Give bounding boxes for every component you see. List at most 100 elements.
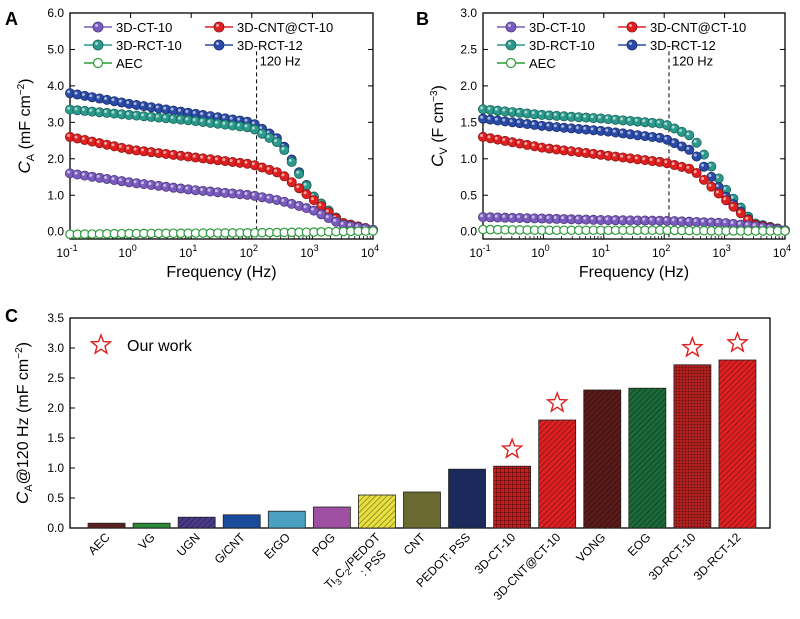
x-category-label: G/CNT [212,530,249,567]
data-point-highlight [620,130,624,134]
data-point-highlight [664,122,668,126]
x-category-label: 3D-RCT-10 [646,530,699,583]
data-point-highlight [649,119,653,123]
data-point-highlight [237,117,241,121]
data-point-highlight [597,127,601,131]
data-point-highlight [192,187,196,191]
bar-pattern [358,495,396,528]
y-tick-label: 3.0 [47,341,64,355]
y-tick-label: 2.0 [47,401,64,415]
data-point-highlight [133,180,137,184]
data-point [735,208,746,219]
y-tick-label: 1.5 [460,115,477,129]
data-point-highlight [553,124,557,128]
data-point-highlight [192,154,196,158]
data-point-highlight [568,113,572,117]
series-3d-cnt-ct-10 [65,131,378,235]
data-point-highlight [612,129,616,133]
data-point-highlight [546,123,550,127]
data-point-highlight [590,115,594,119]
legend-item: 3D-CT-10 [497,20,585,35]
bar-eog [628,387,667,529]
legend-label: 3D-CT-10 [529,20,585,35]
legend-marker [213,21,225,33]
data-point-highlight [89,108,93,112]
x-tick-label: 101 [179,243,197,260]
data-point-highlight [487,214,491,218]
data-point-highlight [170,116,174,120]
data-point-highlight [656,134,660,138]
legend-label: Our work [127,338,193,355]
data-point-highlight [222,158,226,162]
bar-pattern [178,517,216,528]
data-point-highlight [104,96,108,100]
data-point-highlight [74,107,78,111]
bar-pattern [673,364,711,528]
data-point-highlight [96,109,100,113]
data-point-highlight [715,190,719,194]
bar-ugn [177,516,216,529]
data-point-highlight [207,156,211,160]
data-point-highlight [192,118,196,122]
data-point-highlight [502,138,506,142]
data-point-highlight [303,205,307,209]
y-tick-label: 3.0 [460,6,477,20]
bar-ti3c2-pedot-pss [358,494,396,529]
data-point-highlight [81,172,85,176]
data-point-highlight [274,197,278,201]
data-point-highlight [627,155,631,159]
data-point-highlight [627,118,631,122]
x-tick-label: 102 [652,243,670,260]
data-point-highlight [281,147,285,151]
data-point-highlight [539,144,543,148]
data-point-highlight [634,132,638,136]
data-point-highlight [671,218,675,222]
data-point-highlight [524,215,528,219]
data-point-highlight [509,214,513,218]
data-point-highlight [516,109,520,113]
data-point-highlight [185,186,189,190]
data-point-highlight [296,185,300,189]
data-point-highlight [480,134,484,138]
legend-item: AEC [84,56,143,71]
data-point-highlight [89,138,93,142]
data-point-highlight [656,120,660,124]
legend-item: 3D-RCT-10 [84,38,182,53]
data-point-highlight [251,162,255,166]
data-point-highlight [531,215,535,219]
legend-label: AEC [116,56,143,71]
panel-a: A 0.0 1.0 2.0 3.0 4.0 5.0 6.0 10-1 100 101 102 103 10… [5,6,379,281]
legend-marker-highlight [508,42,511,45]
y-tick-label: 1.0 [47,188,64,202]
data-point-highlight [516,120,520,124]
data-point-highlight [487,135,491,139]
data-point-highlight [148,182,152,186]
y-tick-label: 2.5 [460,42,477,56]
data-point-highlight [67,90,71,94]
bar [87,522,126,529]
data-point-highlight [612,217,616,221]
data-point-highlight [737,221,741,225]
data-point-highlight [752,223,756,227]
data-point-highlight [509,139,513,143]
data-point-highlight [141,181,145,185]
data-point-highlight [678,218,682,222]
x-category-label: AEC [85,530,113,558]
data-point-highlight [126,179,130,183]
data-point-highlight [318,203,322,207]
data-point-highlight [163,183,167,187]
data-point-highlight [561,124,565,128]
data-point-highlight [207,113,211,117]
data-point-highlight [155,105,159,109]
data-point-highlight [620,217,624,221]
data-point-highlight [251,192,255,196]
data-point-highlight [274,169,278,173]
series-3d-ct-10 [65,168,378,235]
data-point-highlight [524,142,528,146]
bar-cnt [403,491,441,529]
data-point-highlight [649,217,653,221]
data-point-highlight [575,216,579,220]
data-point-highlight [310,197,314,201]
data-point-highlight [310,207,314,211]
data-point-highlight [177,185,181,189]
